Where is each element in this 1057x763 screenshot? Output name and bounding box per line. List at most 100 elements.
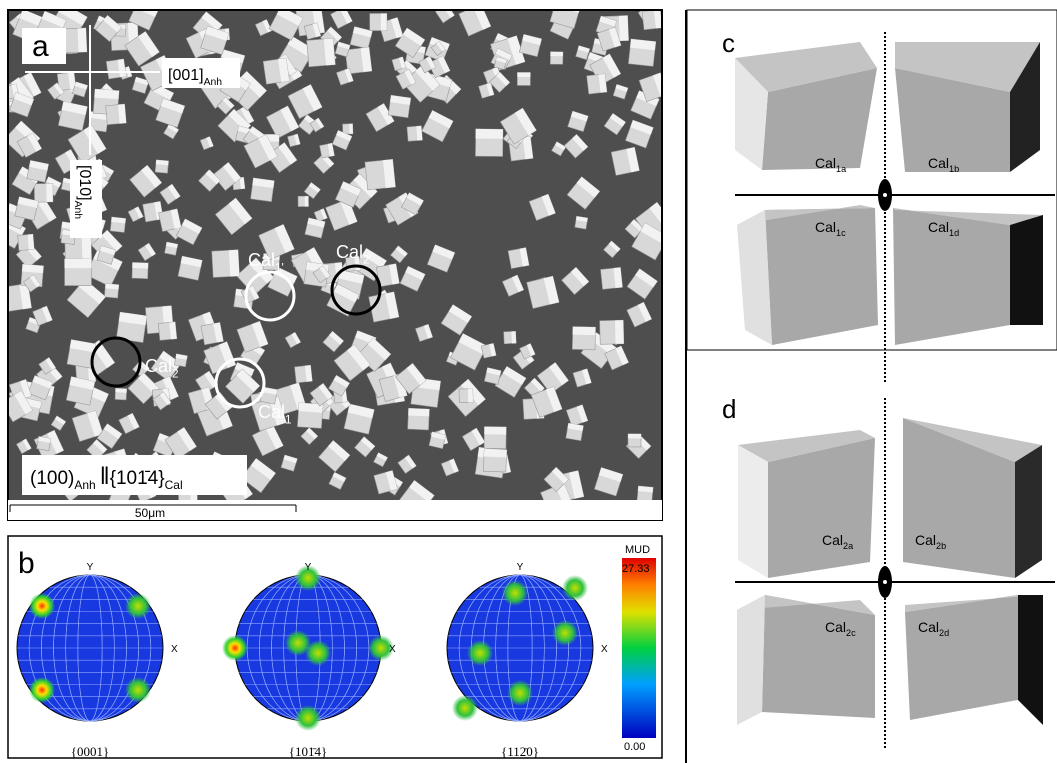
axis-x: X [171, 644, 178, 655]
crystal [407, 126, 422, 141]
panel-label: a [32, 30, 49, 63]
crystal [27, 160, 49, 182]
label-base: Cal [918, 619, 939, 635]
panel-label: c [722, 28, 735, 58]
eye-pupil [883, 193, 887, 197]
crystal [106, 104, 127, 125]
crystal-side [738, 445, 768, 578]
label-base: [010] [76, 165, 93, 201]
crystal [527, 276, 559, 308]
crystal-face [229, 250, 240, 277]
density-spot [467, 640, 493, 666]
crystal-face [94, 89, 119, 99]
crystal [365, 159, 396, 190]
label-base: Cal [336, 242, 363, 262]
crystal [601, 267, 623, 289]
rel-right: {101̄4} [110, 468, 165, 489]
crystal-face [484, 449, 507, 458]
crystal-face [349, 124, 353, 134]
crystal [251, 178, 275, 202]
label-base: Cal [825, 619, 846, 635]
crystal [484, 427, 506, 449]
crystal-face [550, 52, 562, 57]
crystal [37, 437, 51, 451]
crystal [295, 365, 313, 383]
crystal [483, 449, 506, 472]
label-sub: 1b [949, 164, 959, 174]
crystal-face [476, 129, 503, 139]
figure: a[001]Anh[010]AnhCal1'Cal2'Cal2Cal1(100)… [0, 0, 1057, 763]
label-sub: 1' [275, 261, 284, 274]
crystal [550, 52, 563, 65]
scale-area [8, 500, 662, 520]
crystal [18, 234, 34, 250]
label-base: Cal [258, 402, 285, 422]
density-spot [295, 705, 321, 731]
colorbar-min: 0.00 [624, 741, 645, 753]
crystal-side [1010, 215, 1043, 325]
crystal-face [468, 389, 473, 403]
crystal [305, 218, 325, 238]
rel-left: (100) [30, 468, 74, 489]
net-label: {101̄4} [289, 744, 327, 759]
crystal [572, 327, 595, 350]
label-sub: 1a [836, 164, 847, 174]
label-base: Cal [928, 219, 949, 235]
crystal-face [305, 196, 309, 206]
crystal-side [737, 595, 765, 725]
crystal [484, 368, 501, 385]
crystal [104, 284, 118, 298]
relation: (100)Anh‖{101̄4}Cal [30, 463, 183, 492]
crystal [343, 124, 353, 134]
label-base: [001] [168, 67, 204, 84]
panel-label: d [722, 394, 736, 424]
crystal [459, 389, 473, 403]
label-base: Cal [915, 532, 936, 548]
crystal [320, 143, 335, 158]
label-sub: 1 [285, 413, 292, 426]
crystal-face [619, 16, 629, 41]
crystal [628, 39, 655, 66]
crystal [263, 58, 289, 84]
label-sub: 2c [846, 628, 856, 638]
crystal [307, 38, 336, 67]
crystal-face [77, 28, 86, 52]
crystal-front [768, 438, 875, 578]
label-base: Cal [815, 155, 836, 171]
crystal [475, 129, 503, 157]
label-sub: Anh [72, 201, 83, 220]
crystal [178, 256, 202, 280]
density-spot [452, 695, 478, 721]
label-sub: 2 [172, 367, 179, 380]
crystal [201, 322, 223, 344]
label-sub: 2d [939, 628, 949, 638]
colorbar-title: MUD [625, 544, 650, 556]
rel-right-sub: Cal [165, 478, 183, 492]
colorbar-max: 27.33 [622, 563, 650, 575]
crystal [110, 217, 125, 232]
crystal [158, 322, 176, 340]
colorbar [622, 558, 656, 738]
crystal-front [762, 595, 875, 718]
crystal [212, 250, 240, 278]
density-spot [222, 635, 248, 661]
density-spot [29, 593, 55, 619]
axis-x: X [389, 644, 396, 655]
density-spot [502, 580, 528, 606]
crystal-face [132, 262, 148, 268]
crystal [370, 13, 387, 30]
crystal [508, 248, 529, 269]
rel-left-sub: Anh [74, 478, 95, 492]
crystal-face [615, 320, 624, 344]
crystal-face [484, 427, 506, 435]
label-base: Cal [928, 155, 949, 171]
density-spot [305, 640, 331, 666]
crystal [288, 134, 301, 147]
crystal [566, 423, 584, 441]
crystal [66, 377, 95, 406]
label-sub: 2b [936, 541, 946, 551]
crystal [159, 209, 182, 232]
density-spot [562, 575, 588, 601]
crystal [58, 102, 87, 131]
crystal [155, 160, 168, 173]
